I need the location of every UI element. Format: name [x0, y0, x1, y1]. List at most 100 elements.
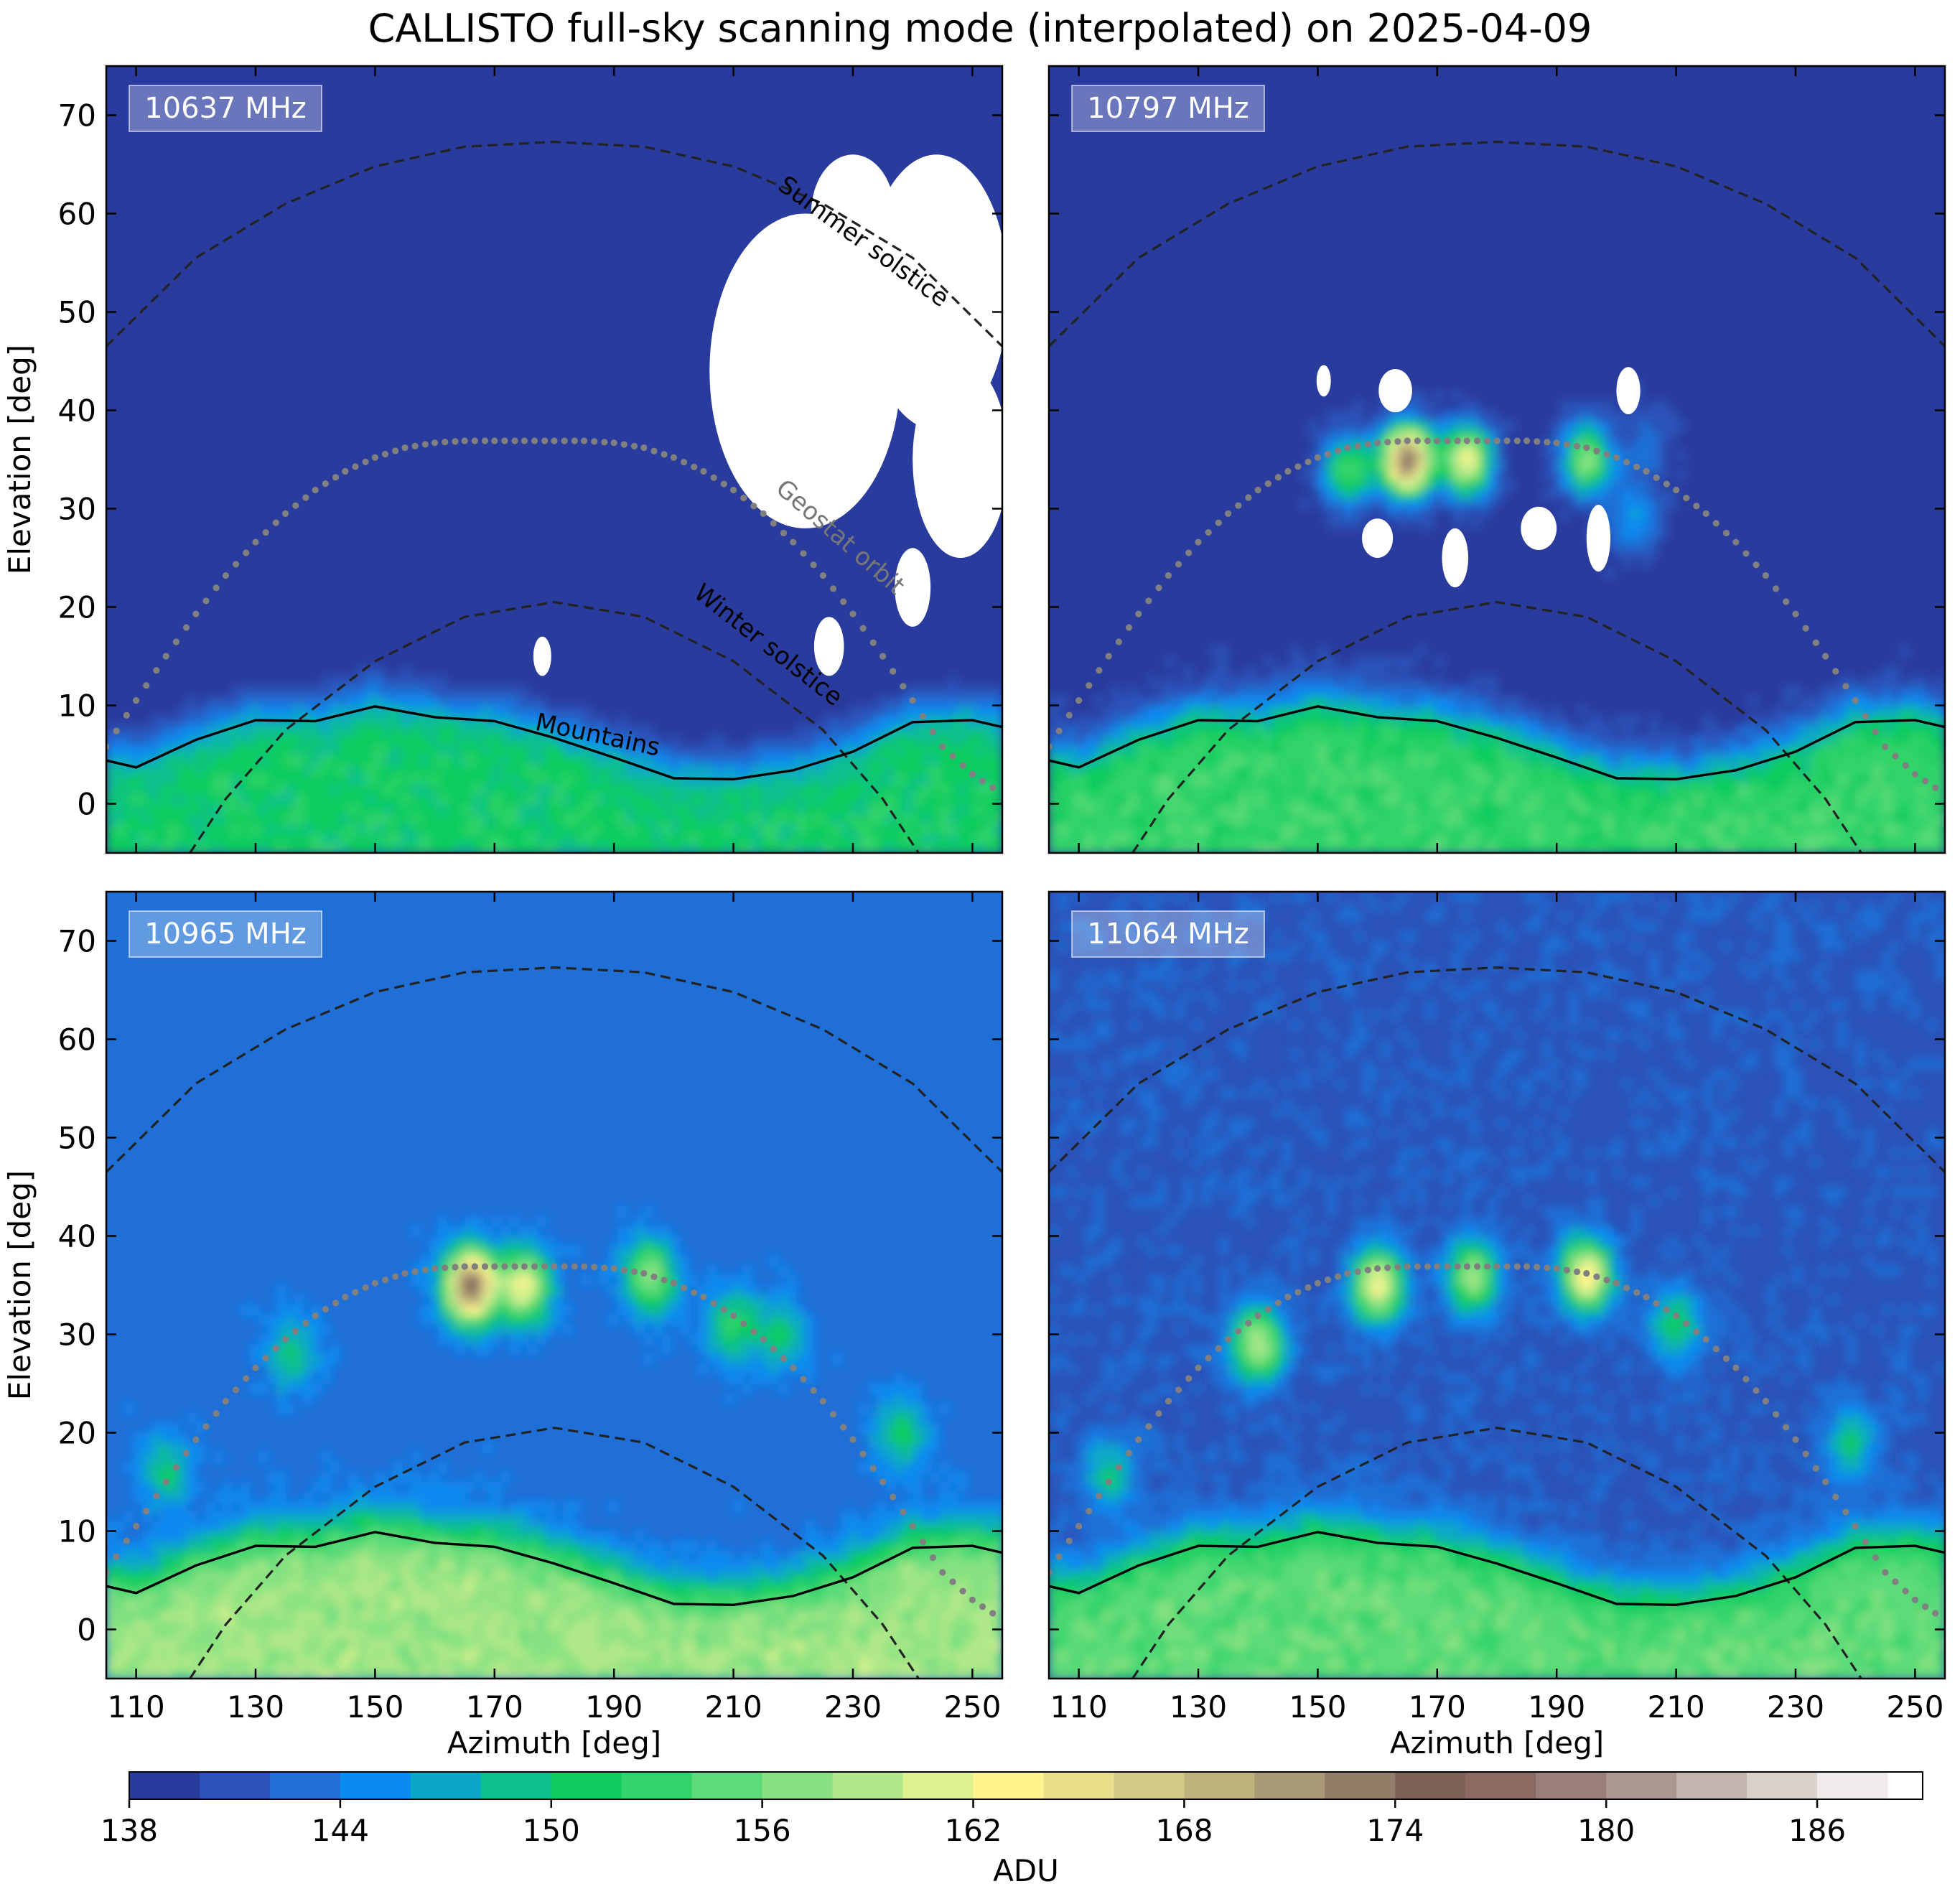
heatmap-cell: [258, 824, 268, 834]
heatmap-cell: [706, 1610, 716, 1620]
heatmap-cell: [411, 1620, 420, 1631]
heatmap-cell: [913, 735, 922, 746]
geostat-orbit-dot: [650, 448, 657, 454]
heatmap-cell: [1407, 725, 1417, 736]
heatmap-cell: [312, 784, 322, 795]
heatmap-cell: [151, 715, 160, 726]
heatmap-cell: [1228, 794, 1238, 805]
heatmap-cell: [250, 686, 259, 696]
heatmap-cell: [653, 804, 662, 815]
heatmap-cell: [510, 1630, 519, 1641]
heatmap-cell: [456, 834, 465, 844]
heatmap-cell: [1219, 706, 1228, 717]
heatmap-cell: [1757, 834, 1766, 844]
heatmap-cell: [1694, 735, 1704, 746]
heatmap-cell: [1201, 834, 1210, 844]
heatmap-cell: [1407, 676, 1417, 686]
heatmap-cell: [1425, 449, 1434, 460]
heatmap-cell: [1497, 479, 1506, 490]
heatmap-cell: [581, 1580, 590, 1591]
heatmap-cell: [241, 1649, 250, 1660]
heatmap-cell: [124, 735, 134, 746]
heatmap-cell: [1282, 774, 1291, 785]
heatmap-cell: [178, 1639, 187, 1650]
heatmap-cell: [1183, 804, 1193, 815]
heatmap-cell: [420, 1600, 429, 1610]
heatmap-cell: [322, 1570, 331, 1581]
heatmap-cell: [1389, 745, 1399, 755]
heatmap-cell: [1873, 824, 1882, 834]
heatmap-cell: [572, 813, 582, 824]
heatmap-cell: [241, 1620, 250, 1631]
heatmap-cell: [1363, 489, 1372, 500]
heatmap-cell: [1559, 479, 1569, 490]
heatmap-cell: [322, 686, 331, 696]
heatmap-cell: [1345, 499, 1354, 510]
heatmap-cell: [322, 1649, 331, 1660]
heatmap-cell: [447, 1659, 456, 1670]
heatmap-cell: [716, 1570, 725, 1581]
heatmap-cell: [581, 774, 590, 785]
heatmap-cell: [922, 1610, 931, 1620]
heatmap-cell: [1085, 735, 1094, 746]
heatmap-cell: [1452, 784, 1462, 795]
heatmap-cell: [1559, 774, 1569, 785]
heatmap-cell: [124, 1649, 134, 1660]
heatmap-cell: [1291, 813, 1300, 824]
heatmap-cell: [1309, 813, 1318, 824]
heatmap-cell: [294, 686, 304, 696]
heatmap-cell: [1775, 715, 1784, 726]
heatmap-cell: [1649, 813, 1658, 824]
heatmap-cell: [312, 686, 322, 696]
heatmap-cell: [770, 794, 779, 805]
heatmap-cell: [536, 745, 546, 755]
heatmap-cell: [546, 1570, 555, 1581]
heatmap-cell: [1569, 499, 1578, 510]
heatmap-cell: [1452, 715, 1462, 726]
heatmap-cell: [276, 686, 286, 696]
heatmap-cell: [572, 794, 582, 805]
heatmap-cell: [1425, 411, 1434, 421]
heatmap-cell: [1631, 745, 1641, 755]
heatmap-cell: [823, 1590, 832, 1601]
heatmap-cell: [1658, 804, 1668, 815]
heatmap-cell: [1829, 774, 1838, 785]
heatmap-cell: [1058, 813, 1067, 824]
heatmap-cell: [1165, 813, 1175, 824]
heatmap-cell: [1783, 813, 1793, 824]
heatmap-cell: [1255, 755, 1264, 765]
heatmap-cell: [1389, 804, 1399, 815]
heatmap-cell: [590, 834, 599, 844]
geostat-orbit-dot: [173, 638, 179, 645]
heatmap-cell: [1389, 834, 1399, 844]
heatmap-cell: [1605, 420, 1614, 431]
heatmap-cell: [357, 725, 366, 736]
heatmap-cell: [671, 794, 680, 805]
heatmap-cell: [492, 1630, 501, 1641]
heatmap-cell: [1183, 834, 1193, 844]
heatmap-cell: [1891, 686, 1900, 696]
heatmap-cell: [1425, 834, 1434, 844]
heatmap-cell: [1497, 696, 1506, 706]
heatmap-cell: [644, 1649, 653, 1660]
heatmap-cell: [1613, 755, 1623, 765]
heatmap-cell: [662, 1580, 671, 1591]
heatmap-cell: [671, 1580, 680, 1591]
heatmap-cell: [1371, 745, 1381, 755]
heatmap-cell: [160, 794, 169, 805]
heatmap-cell: [276, 794, 286, 805]
heatmap-cell: [760, 1610, 770, 1620]
heatmap-cell: [868, 824, 877, 834]
heatmap-cell: [787, 834, 796, 844]
heatmap-cell: [411, 745, 420, 755]
heatmap-cell: [1129, 745, 1139, 755]
heatmap-cell: [832, 725, 841, 736]
heatmap-cell: [1559, 765, 1569, 775]
heatmap-cell: [805, 794, 814, 805]
geostat-orbit-dot: [263, 529, 269, 536]
heatmap-cell: [563, 784, 572, 795]
heatmap-cell: [1264, 813, 1274, 824]
heatmap-cell: [482, 794, 492, 805]
heatmap-cell: [770, 735, 779, 746]
heatmap-cell: [1345, 430, 1354, 441]
